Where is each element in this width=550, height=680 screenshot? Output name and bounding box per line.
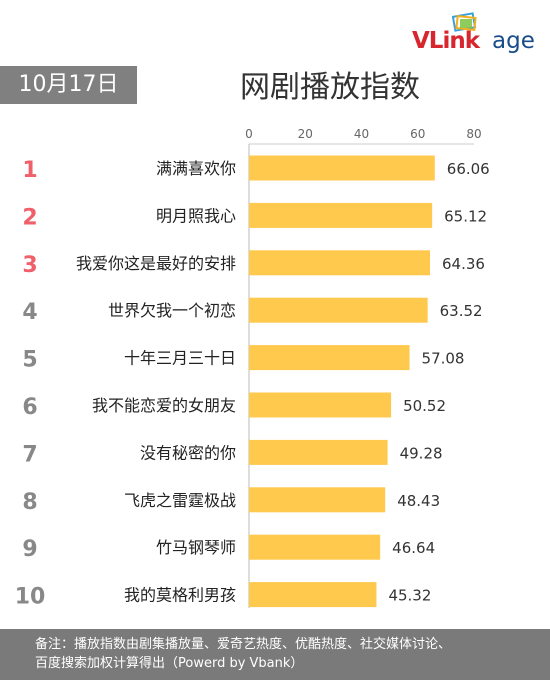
data-label: 49.28	[400, 444, 443, 462]
logo-text-age: age	[492, 28, 535, 54]
category-label: 满满喜欢你	[156, 159, 236, 178]
data-label: 66.06	[447, 160, 490, 178]
footnote-line-1: 备注：播放指数由剧集播放量、爱奇艺热度、优酷热度、社交媒体讨论、	[35, 637, 452, 652]
x-tick-label: 20	[298, 127, 313, 141]
category-label: 世界欠我一个初恋	[108, 301, 236, 320]
bar	[249, 250, 431, 276]
data-label: 48.43	[397, 492, 440, 510]
rank-number: 9	[22, 537, 37, 562]
x-tick-label: 80	[466, 127, 481, 141]
logo-text-vlink: VLink	[412, 28, 480, 54]
data-label: 57.08	[422, 350, 465, 368]
category-label: 飞虎之雷霆极战	[124, 491, 236, 510]
data-label: 46.64	[392, 539, 435, 557]
category-label: 明月照我心	[156, 206, 236, 225]
bar	[249, 155, 435, 181]
data-label: 63.52	[440, 302, 483, 320]
data-label: 65.12	[444, 207, 487, 225]
bar	[249, 439, 388, 465]
footnote-line-2: 百度搜索加权计算得出（Powerd by Vbank）	[35, 656, 304, 671]
bar	[249, 392, 392, 418]
bar-chart: 0 20 40 60 80 66.06 满满喜欢你 1 65.12 明月照我心 2 64.36 我爱你这…	[15, 127, 490, 610]
category-label: 十年三月三十日	[124, 349, 236, 368]
data-label: 50.52	[403, 397, 446, 415]
data-label: 45.32	[388, 587, 431, 605]
bar	[249, 297, 428, 323]
data-label: 64.36	[442, 255, 485, 273]
category-label: 我爱你这是最好的安排	[76, 254, 236, 273]
rank-number: 7	[22, 442, 37, 467]
rank-number: 8	[22, 490, 37, 515]
category-label: 竹马钢琴师	[156, 538, 236, 557]
rank-number: 10	[15, 585, 46, 610]
rank-number: 4	[22, 300, 37, 325]
bar	[249, 202, 433, 228]
rank-number: 2	[22, 205, 37, 230]
vlinkage-logo: VLink age	[412, 12, 538, 58]
x-tick-label: 40	[354, 127, 369, 141]
x-tick-label: 60	[410, 127, 425, 141]
bar	[249, 582, 377, 608]
logo-frame-icon	[452, 12, 477, 32]
category-label: 没有秘密的你	[140, 443, 236, 462]
rank-number: 5	[22, 348, 37, 373]
footnote: 备注：播放指数由剧集播放量、爱奇艺热度、优酷热度、社交媒体讨论、 百度搜索加权计…	[0, 629, 550, 680]
rank-number: 3	[22, 253, 37, 278]
chart-title: 网剧播放指数	[240, 70, 420, 105]
bar	[249, 534, 381, 560]
bar	[249, 487, 386, 513]
x-tick-label: 0	[245, 127, 253, 141]
rank-number: 1	[22, 158, 37, 183]
bar	[249, 345, 410, 371]
category-label: 我的莫格利男孩	[124, 586, 236, 605]
category-label: 我不能恋爱的女朋友	[92, 396, 236, 415]
rank-number: 6	[22, 395, 37, 420]
date-badge: 10月17日	[0, 66, 137, 104]
